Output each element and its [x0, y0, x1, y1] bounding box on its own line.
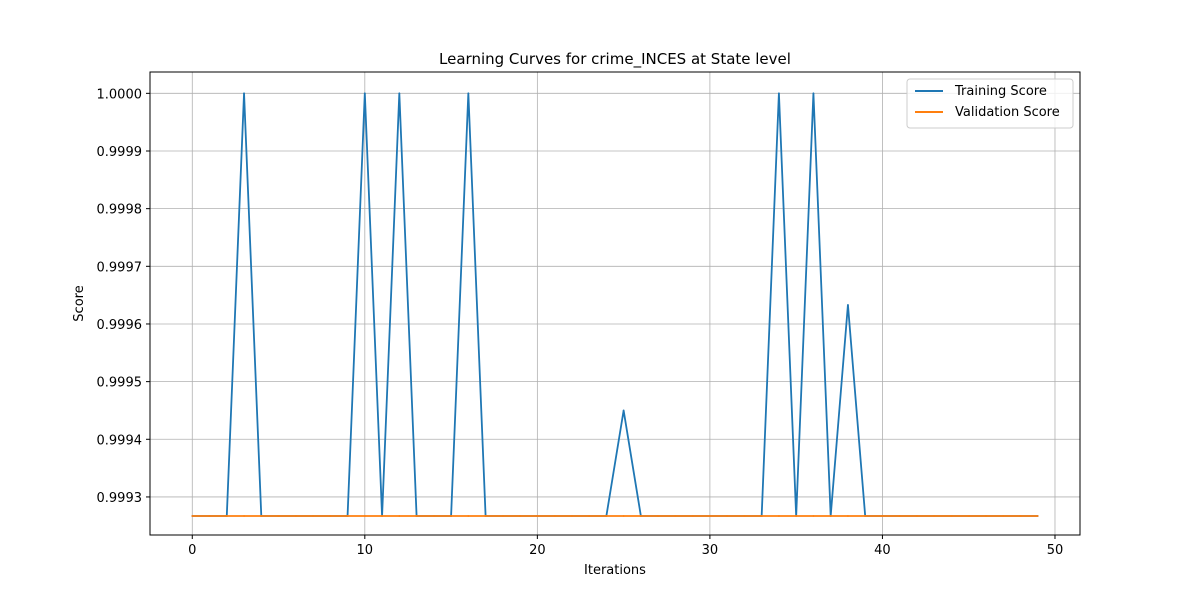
data-point — [743, 515, 746, 517]
grid — [150, 72, 1080, 535]
data-point — [847, 304, 849, 306]
data-point — [950, 515, 953, 517]
x-tick-label: 50 — [1047, 543, 1064, 558]
data-point — [639, 515, 642, 517]
chart-title: Learning Curves for crime_INCES at State… — [439, 50, 791, 69]
data-point — [243, 92, 245, 95]
data-point — [398, 92, 401, 95]
data-point — [760, 515, 763, 517]
y-axis-ticks: 0.9993 0.9994 0.9995 0.9996 0.9997 0.9998 0.99… — [97, 87, 150, 506]
data-point — [622, 515, 625, 517]
y-tick-label: 0.9996 — [97, 318, 143, 333]
x-tick-label: 0 — [188, 543, 196, 558]
data-point — [1036, 515, 1039, 517]
data-point — [605, 515, 608, 517]
series-layer — [191, 92, 1039, 517]
data-point — [795, 515, 798, 517]
data-point — [812, 515, 815, 517]
y-tick-label: 0.9995 — [97, 376, 143, 391]
plot-frame — [149, 71, 1081, 536]
data-point — [898, 515, 901, 517]
data-point — [312, 515, 314, 517]
data-point — [519, 515, 521, 517]
data-point — [260, 515, 263, 517]
x-axis-label: Iterations — [584, 563, 646, 578]
x-axis-ticks: 0 10 20 30 40 50 — [188, 535, 1063, 558]
data-point — [985, 515, 987, 517]
data-point — [294, 515, 297, 517]
data-point — [450, 515, 452, 517]
data-point — [484, 515, 487, 517]
y-axis-label: Score — [72, 285, 87, 321]
data-point — [225, 515, 228, 517]
legend: Training Score Validation Score — [906, 78, 1074, 129]
data-point — [398, 515, 401, 517]
y-tick-label: 0.9993 — [97, 491, 143, 506]
x-tick-label: 20 — [529, 543, 546, 558]
data-point — [709, 515, 711, 517]
legend-label-training: Training Score — [954, 84, 1047, 99]
data-point — [622, 409, 625, 412]
data-point — [933, 515, 936, 517]
data-point — [570, 515, 573, 517]
data-point — [243, 515, 245, 517]
data-point — [967, 515, 970, 517]
data-point — [363, 92, 366, 95]
data-point — [778, 515, 780, 517]
data-point — [329, 515, 332, 517]
data-point — [346, 515, 349, 517]
data-point — [467, 515, 470, 517]
legend-label-validation: Validation Score — [955, 105, 1060, 120]
y-tick-label: 1.0000 — [97, 87, 143, 102]
data-point — [381, 515, 383, 517]
data-point — [726, 515, 729, 517]
data-point — [657, 515, 660, 517]
data-point — [812, 92, 815, 95]
y-tick-label: 0.9998 — [97, 203, 143, 218]
y-tick-label: 0.9994 — [97, 433, 143, 448]
data-point — [208, 515, 211, 517]
data-point — [536, 515, 539, 517]
data-point — [778, 92, 780, 95]
legend-box — [906, 78, 1074, 129]
y-tick-label: 0.9997 — [97, 260, 143, 275]
data-point — [191, 515, 194, 517]
data-point — [553, 515, 556, 517]
data-point — [467, 92, 470, 95]
data-point — [1002, 515, 1005, 517]
x-tick-label: 30 — [702, 543, 719, 558]
y-tick-label: 0.9999 — [97, 145, 143, 160]
data-point — [588, 515, 591, 517]
data-point — [415, 515, 418, 517]
data-point — [691, 515, 694, 517]
data-point — [881, 515, 884, 517]
data-point — [363, 515, 366, 517]
data-point — [916, 515, 918, 517]
x-tick-label: 40 — [874, 543, 891, 558]
x-tick-label: 10 — [357, 543, 374, 558]
data-point — [864, 515, 867, 517]
data-point — [829, 515, 832, 517]
data-point — [277, 515, 280, 517]
data-point — [432, 515, 435, 517]
data-point — [674, 515, 677, 517]
data-point — [847, 515, 849, 517]
data-point — [501, 515, 504, 517]
data-point — [1019, 515, 1022, 517]
